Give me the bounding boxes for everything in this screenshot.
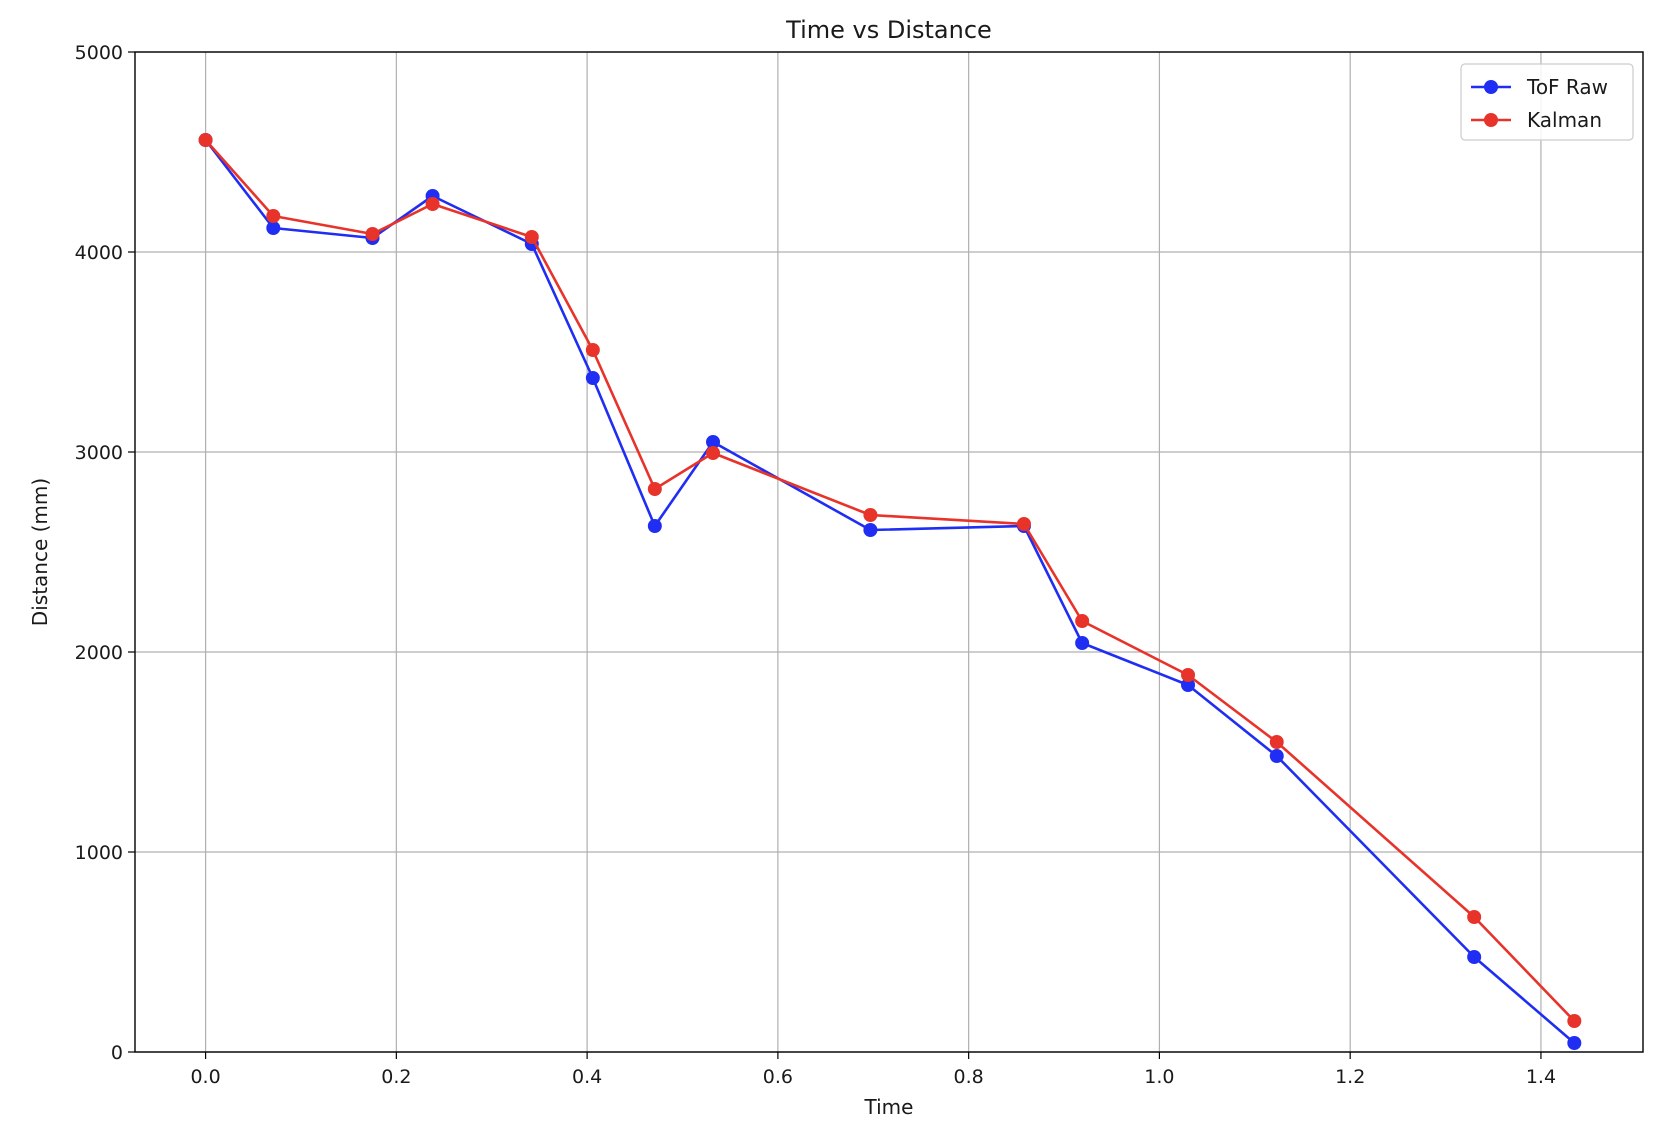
y-axis-label: Distance (mm) <box>28 478 52 626</box>
data-point <box>1567 1014 1582 1028</box>
y-tick-label: 5000 <box>75 42 123 64</box>
data-point <box>1181 668 1196 682</box>
data-point <box>863 508 878 522</box>
data-point <box>1467 950 1482 964</box>
y-tick-label: 3000 <box>75 442 123 464</box>
data-point <box>425 197 440 211</box>
x-tick-label: 0.4 <box>572 1066 602 1088</box>
data-point <box>198 133 213 147</box>
data-point <box>1181 678 1196 692</box>
data-point <box>647 519 662 533</box>
data-point <box>524 230 539 244</box>
legend-swatch-marker <box>1484 80 1498 94</box>
legend-swatch-marker <box>1484 113 1498 127</box>
data-point <box>1016 517 1031 531</box>
y-tick-label: 4000 <box>75 242 123 264</box>
data-point <box>1075 614 1090 628</box>
y-tick-label: 0 <box>111 1042 123 1064</box>
data-point <box>266 221 281 235</box>
legend-label: Kalman <box>1527 108 1602 132</box>
legend-label: ToF Raw <box>1526 75 1608 99</box>
series-line <box>204 139 1576 1044</box>
data-point <box>1467 910 1482 924</box>
x-axis-label: Time <box>864 1095 914 1119</box>
data-point <box>585 343 600 357</box>
data-point <box>266 209 281 223</box>
x-tick-label: 0.8 <box>954 1066 984 1088</box>
series-layer <box>198 133 1582 1050</box>
data-point <box>1269 735 1284 749</box>
data-point <box>585 371 600 385</box>
y-tick-label: 1000 <box>75 842 123 864</box>
x-tick-label: 1.4 <box>1526 1066 1556 1088</box>
series-0 <box>198 133 1582 1050</box>
data-point <box>365 227 380 241</box>
series-line <box>204 139 1576 1022</box>
y-tick-label: 2000 <box>75 642 123 664</box>
x-tick-label: 0.6 <box>763 1066 793 1088</box>
chart-title: Time vs Distance <box>785 16 992 44</box>
x-tick-label: 1.2 <box>1335 1066 1365 1088</box>
data-point <box>1075 636 1090 650</box>
data-point <box>706 435 721 449</box>
data-point <box>706 446 721 460</box>
legend-item: Kalman <box>1471 108 1602 132</box>
series-1 <box>198 133 1582 1028</box>
x-tick-label: 1.0 <box>1144 1066 1174 1088</box>
x-tick-label: 0.0 <box>190 1066 220 1088</box>
x-tick-label: 0.2 <box>381 1066 411 1088</box>
data-point <box>1567 1036 1582 1050</box>
plot-frame <box>134 51 1644 1053</box>
data-point <box>863 523 878 537</box>
data-point <box>1269 749 1284 763</box>
legend-item: ToF Raw <box>1471 75 1608 99</box>
grid <box>135 51 1643 1053</box>
data-point <box>647 482 662 496</box>
ticks: 0.0 0.2 0.4 0.6 0.8 1.0 1.2 1.4 0 1000 2000 3000 400… <box>75 42 1556 1088</box>
legend: ToF Raw Kalman <box>1460 63 1634 141</box>
